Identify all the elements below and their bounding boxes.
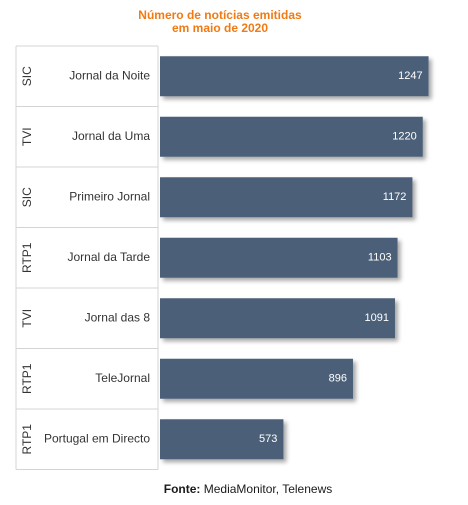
bar-chart: SIC Jornal da Noite 1247 TVI Jornal da Uma 12… bbox=[15, 45, 429, 470]
bar bbox=[160, 358, 353, 399]
source-text: MediaMonitor, Telenews bbox=[200, 482, 333, 496]
chart-title-line-2: em maio de 2020 bbox=[171, 21, 269, 35]
bar-value-label: 1220 bbox=[392, 131, 416, 143]
category-tick-label: Jornal da Noite bbox=[69, 68, 150, 82]
channel-label: RTP1 bbox=[20, 424, 34, 455]
bar-value-label: 896 bbox=[329, 373, 347, 385]
bar-value-label: 1247 bbox=[398, 70, 422, 82]
bar bbox=[160, 237, 398, 278]
category-tick-label: Primeiro Jornal bbox=[69, 189, 150, 203]
channel-label: RTP1 bbox=[20, 242, 34, 273]
bar-value-label: 1091 bbox=[365, 312, 389, 324]
category-tick-label: Jornal da Tarde bbox=[68, 250, 151, 264]
channel-label: TVI bbox=[20, 309, 34, 328]
bar-value-label: 1103 bbox=[368, 252, 392, 264]
channel-label: TVI bbox=[20, 127, 34, 146]
chart-title-line-1: Número de notícias emitidas bbox=[138, 8, 302, 22]
category-tick-label: Jornal das 8 bbox=[85, 310, 151, 324]
channel-label: RTP1 bbox=[20, 363, 34, 394]
bar bbox=[160, 298, 395, 339]
bar-value-label: 573 bbox=[259, 433, 277, 445]
category-tick-label: TeleJornal bbox=[95, 371, 150, 385]
bar-value-label: 1172 bbox=[383, 191, 407, 203]
category-tick-label: Portugal em Directo bbox=[44, 431, 150, 445]
chart-plot-area: SIC Jornal da Noite 1247 TVI Jornal da Uma 12… bbox=[15, 45, 429, 470]
category-tick-label: Jornal da Uma bbox=[72, 129, 150, 143]
source-note: Fonte: MediaMonitor, Telenews bbox=[0, 482, 468, 496]
channel-label: SIC bbox=[20, 66, 34, 86]
bar bbox=[160, 56, 429, 97]
bar bbox=[160, 177, 413, 218]
chart-title: Número de notícias emitidas em maio de 2… bbox=[0, 9, 440, 35]
channel-label: SIC bbox=[20, 187, 34, 207]
bar bbox=[160, 116, 423, 157]
source-label: Fonte: bbox=[163, 482, 201, 496]
bar bbox=[160, 419, 284, 460]
